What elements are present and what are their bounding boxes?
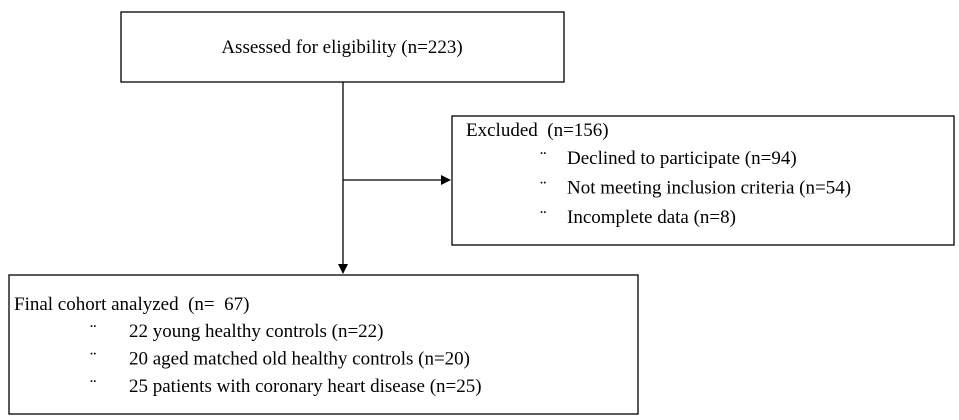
bullet: ¨ [540, 148, 546, 169]
final-title: Final cohort analyzed (n= 67) [14, 294, 249, 315]
final-box [8, 274, 639, 415]
lists: ¨ Declined to participate (n=94) ¨ Not meet… [90, 148, 851, 397]
assessed-box [120, 11, 565, 83]
list-item: Declined to participate (n=94) [567, 148, 797, 169]
excluded-title: Excluded (n=156) [466, 120, 609, 141]
bullet: ¨ [90, 349, 96, 370]
excluded-box [451, 115, 955, 246]
bullet: ¨ [540, 207, 546, 228]
list-item: 25 patients with coronary heart disease … [129, 376, 482, 397]
list-item: Not meeting inclusion criteria (n=54) [567, 178, 851, 199]
assessed-title: Assessed for eligibility (n=223) [221, 37, 462, 58]
list-item: 22 young healthy controls (n=22) [129, 321, 384, 342]
bullet: ¨ [540, 178, 546, 199]
bullet: ¨ [90, 321, 96, 342]
list-item: 20 aged matched old healthy controls (n=… [129, 349, 470, 370]
list-item: Incomplete data (n=8) [567, 207, 736, 228]
bullet: ¨ [90, 376, 96, 397]
